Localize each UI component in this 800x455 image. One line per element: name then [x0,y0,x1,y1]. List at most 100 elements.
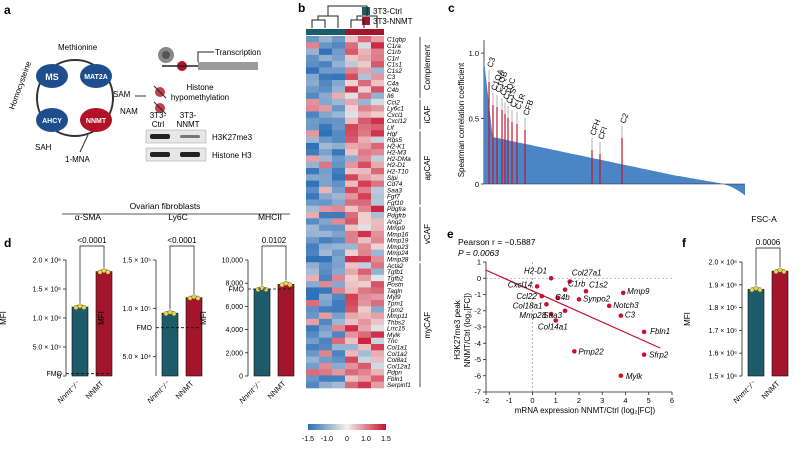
spearman-ylabel: Spearman correlation coefficient [457,62,466,177]
heatmap-cell [345,117,358,125]
heatmap-cell [332,161,345,169]
heatmap-cell [371,230,384,238]
scatter-point-label: Sfrp2 [649,351,669,360]
heatmap-cell [332,61,345,68]
heatmap-cell [345,174,358,181]
heatmap-cell [358,224,371,232]
heatmap-cell [306,136,319,144]
gene-label: Mmp9 [387,225,405,232]
gene-label: Tpm2 [387,307,404,314]
heatmap-cell [358,268,371,276]
heatmap-cell [306,224,319,232]
heatmap-cell [371,256,384,263]
heatmap-cell [358,111,371,119]
gene-label: Slpi [387,175,398,182]
heatmap-cell [306,369,319,376]
heatmap-cell [319,300,332,307]
heatmap-cell [371,356,384,364]
heatmap-cell [345,381,358,389]
scatter-point [534,284,540,289]
spearman-annotation: C2 [618,111,630,124]
data-point [259,285,265,291]
gene-label: H2-D1 [387,162,406,169]
heatmap-cell [319,142,332,150]
significance-bracket [755,247,781,286]
heatmap-cell [332,105,345,112]
heatmap-cell [345,86,358,93]
bar-chart: α-SMA 0 5.0 × 10⁵ 1.0 × 10⁶ 1.5 × 10⁶ 2.0 × 1… [0,212,113,405]
group-label: myCAF [423,312,432,339]
heatmap-cell [345,212,358,219]
mna-arrow [79,134,89,153]
heatmap-cell [332,142,345,150]
heatmap-cell [332,350,345,357]
heatmap-cell [319,218,332,225]
heatmap-cell [358,262,371,269]
heatmap-cell [319,117,332,125]
heatmap-cell [306,362,319,370]
gene-label: H2-T10 [387,168,409,175]
gene-label: Ccl2 [387,99,400,106]
heatmap-cell [306,142,319,150]
panel-c-label: c [448,1,455,15]
heatmap-cell [345,237,358,244]
heatmap-cell [319,149,332,156]
chart-ylabel: MFI [199,311,208,325]
heatmap-cell [371,42,384,49]
x-tick-label: 3 [600,396,604,405]
heatmap-cell [345,54,358,62]
gene-label: Pdgfrb [387,212,406,219]
heatmap-cell [371,193,384,200]
fmo-label: FMO [228,287,244,294]
heatmap-cell [332,331,345,339]
heatmap-cell [332,318,345,326]
heatmap-cell [345,230,358,238]
heatmap-cell [358,98,371,106]
heatmap-cell [371,161,384,169]
heatmap-cell [306,350,319,357]
heatmap-cell [332,168,345,175]
heatmap-cell [306,243,319,251]
heatmap-cell [371,155,384,163]
ms-label: MS [45,72,59,82]
heatmap-cell [332,274,345,282]
heatmap-cell [306,105,319,112]
pvalue-text: 0.0006 [756,238,781,247]
heatmap-cell [306,80,319,87]
chart-tick-label: 10,000 [222,258,244,265]
heatmap-cell [332,80,345,87]
gene-label: Col1a1 [387,344,408,351]
heatmap-cell [358,369,371,376]
data-point [777,267,783,273]
chart-tick-label: 1.0 × 10⁶ [33,316,61,323]
heatmap-cell [358,73,371,81]
chart-tick-label: 1.6 × 10⁶ [709,351,737,358]
heatmap-cell [358,180,371,188]
heatmap-cell [332,281,345,288]
sample-bar-cell [319,29,332,35]
heatmap-cell [332,117,345,125]
scatter-point-label: C3 [625,311,636,320]
heatmap-cell [306,124,319,131]
data-point [81,305,87,310]
heatmap-cell [306,42,319,49]
heatmap-cell [306,168,319,175]
pvalue-text: <0.0001 [77,236,107,245]
data-point [757,287,763,293]
heatmap-cell [358,205,371,213]
gene-label: H2-M3 [387,150,407,157]
y-tick-label: -5 [474,355,481,364]
heatmap-cell [306,237,319,244]
heatmap-cell [371,344,384,351]
heatmap-cell [358,142,371,150]
heatmap-cell [358,293,371,301]
bar [185,297,203,377]
gene-label: Lrrc15 [387,326,406,333]
data-point [171,311,177,317]
heatmap-cell [306,318,319,326]
hypo-label-2: hypomethylation [171,93,229,102]
heatmap-cell [371,124,384,131]
ms-enzyme [36,64,68,88]
chart-title: α-SMA [75,212,101,222]
heatmap-cell [371,36,384,43]
